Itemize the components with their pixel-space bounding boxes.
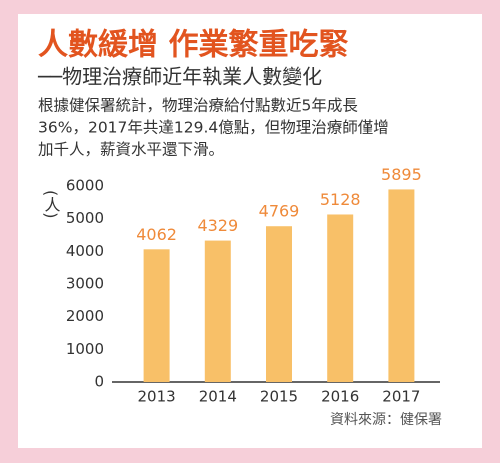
description: 加千人，薪資水平還下滑。 [38, 141, 224, 159]
y-tick-label: 3000 [66, 275, 104, 293]
description: 36%，2017年共達129.4億點，但物理治療師僅增 [38, 119, 389, 137]
y-tick-label: 0 [94, 373, 104, 391]
x-tick-label: 2015 [260, 388, 298, 406]
y-axis-label: (人) [42, 190, 61, 218]
y-tick-label: 2000 [66, 307, 104, 325]
x-tick-label: 2013 [138, 388, 176, 406]
x-tick-label: 2016 [321, 388, 359, 406]
x-tick-label: 2017 [382, 388, 420, 406]
bar [143, 249, 170, 382]
y-tick-label: 5000 [66, 209, 104, 227]
y-tick-label: 1000 [66, 340, 104, 358]
x-tick-label: 2014 [199, 388, 237, 406]
value-label: 5128 [320, 190, 361, 209]
description: 根據健保署統計，物理治療給付點數近5年成長 [38, 97, 358, 115]
y-tick-label: 6000 [66, 177, 104, 195]
y-tick-label: 4000 [66, 242, 104, 260]
value-label: 4062 [136, 225, 177, 244]
value-label: 4329 [197, 216, 238, 235]
bar [327, 214, 354, 382]
value-label: 4769 [259, 202, 300, 221]
chart-subtitle: ──物理治療師近年執業人數變化 [37, 65, 322, 89]
chart-title: 人數緩增 作業繁重吃緊 [38, 28, 348, 63]
source: 資料來源：健保署 [330, 412, 442, 428]
bar [204, 240, 231, 382]
bar [266, 226, 292, 382]
value-label: 5895 [381, 165, 422, 184]
bar [388, 189, 415, 382]
